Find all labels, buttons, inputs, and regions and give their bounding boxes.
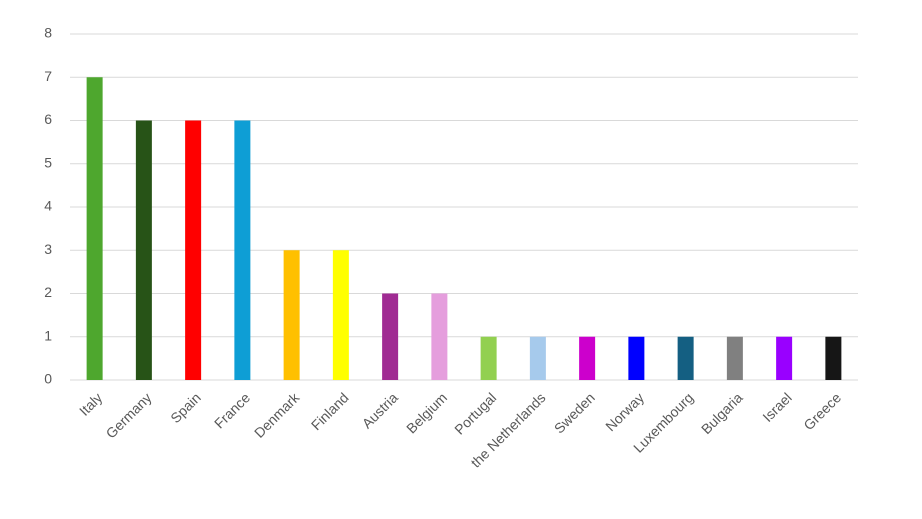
y-tick-label: 2 bbox=[44, 284, 52, 300]
x-tick-label: Bulgaria bbox=[698, 389, 746, 437]
bar bbox=[677, 336, 694, 380]
bar bbox=[480, 336, 497, 380]
x-tick-label: Israel bbox=[759, 389, 795, 425]
x-tick-label: Austria bbox=[359, 389, 401, 431]
y-tick-label: 6 bbox=[44, 111, 52, 127]
x-tick-label: Italy bbox=[76, 389, 105, 418]
bar bbox=[776, 336, 793, 380]
x-tick-label: Norway bbox=[602, 389, 647, 434]
bar bbox=[579, 336, 596, 380]
bar bbox=[283, 250, 300, 380]
y-tick-label: 0 bbox=[44, 371, 52, 387]
y-tick-label: 1 bbox=[44, 327, 52, 343]
bar bbox=[726, 336, 743, 380]
y-tick-label: 4 bbox=[44, 198, 52, 214]
bar bbox=[431, 293, 448, 380]
bar bbox=[332, 250, 349, 380]
x-tick-label: Spain bbox=[167, 389, 204, 426]
x-tick-label: Germany bbox=[103, 389, 155, 441]
bar bbox=[628, 336, 645, 380]
y-tick-label: 7 bbox=[44, 68, 52, 84]
bar bbox=[825, 336, 842, 380]
y-tick-label: 3 bbox=[44, 241, 52, 257]
x-tick-label: Greece bbox=[800, 389, 844, 433]
y-tick-label: 8 bbox=[44, 25, 52, 41]
x-tick-label: France bbox=[211, 389, 253, 431]
bar bbox=[234, 120, 251, 380]
bar bbox=[382, 293, 399, 380]
x-tick-label: Sweden bbox=[551, 389, 598, 436]
bar bbox=[529, 336, 546, 380]
bar bbox=[135, 120, 152, 380]
y-tick-label: 5 bbox=[44, 154, 52, 170]
x-tick-label: Finland bbox=[308, 389, 352, 433]
bar bbox=[185, 120, 202, 380]
x-tick-label: Portugal bbox=[451, 389, 499, 437]
x-tick-label: Belgium bbox=[403, 389, 450, 436]
bar bbox=[86, 77, 103, 380]
x-tick-label: Denmark bbox=[251, 389, 303, 441]
